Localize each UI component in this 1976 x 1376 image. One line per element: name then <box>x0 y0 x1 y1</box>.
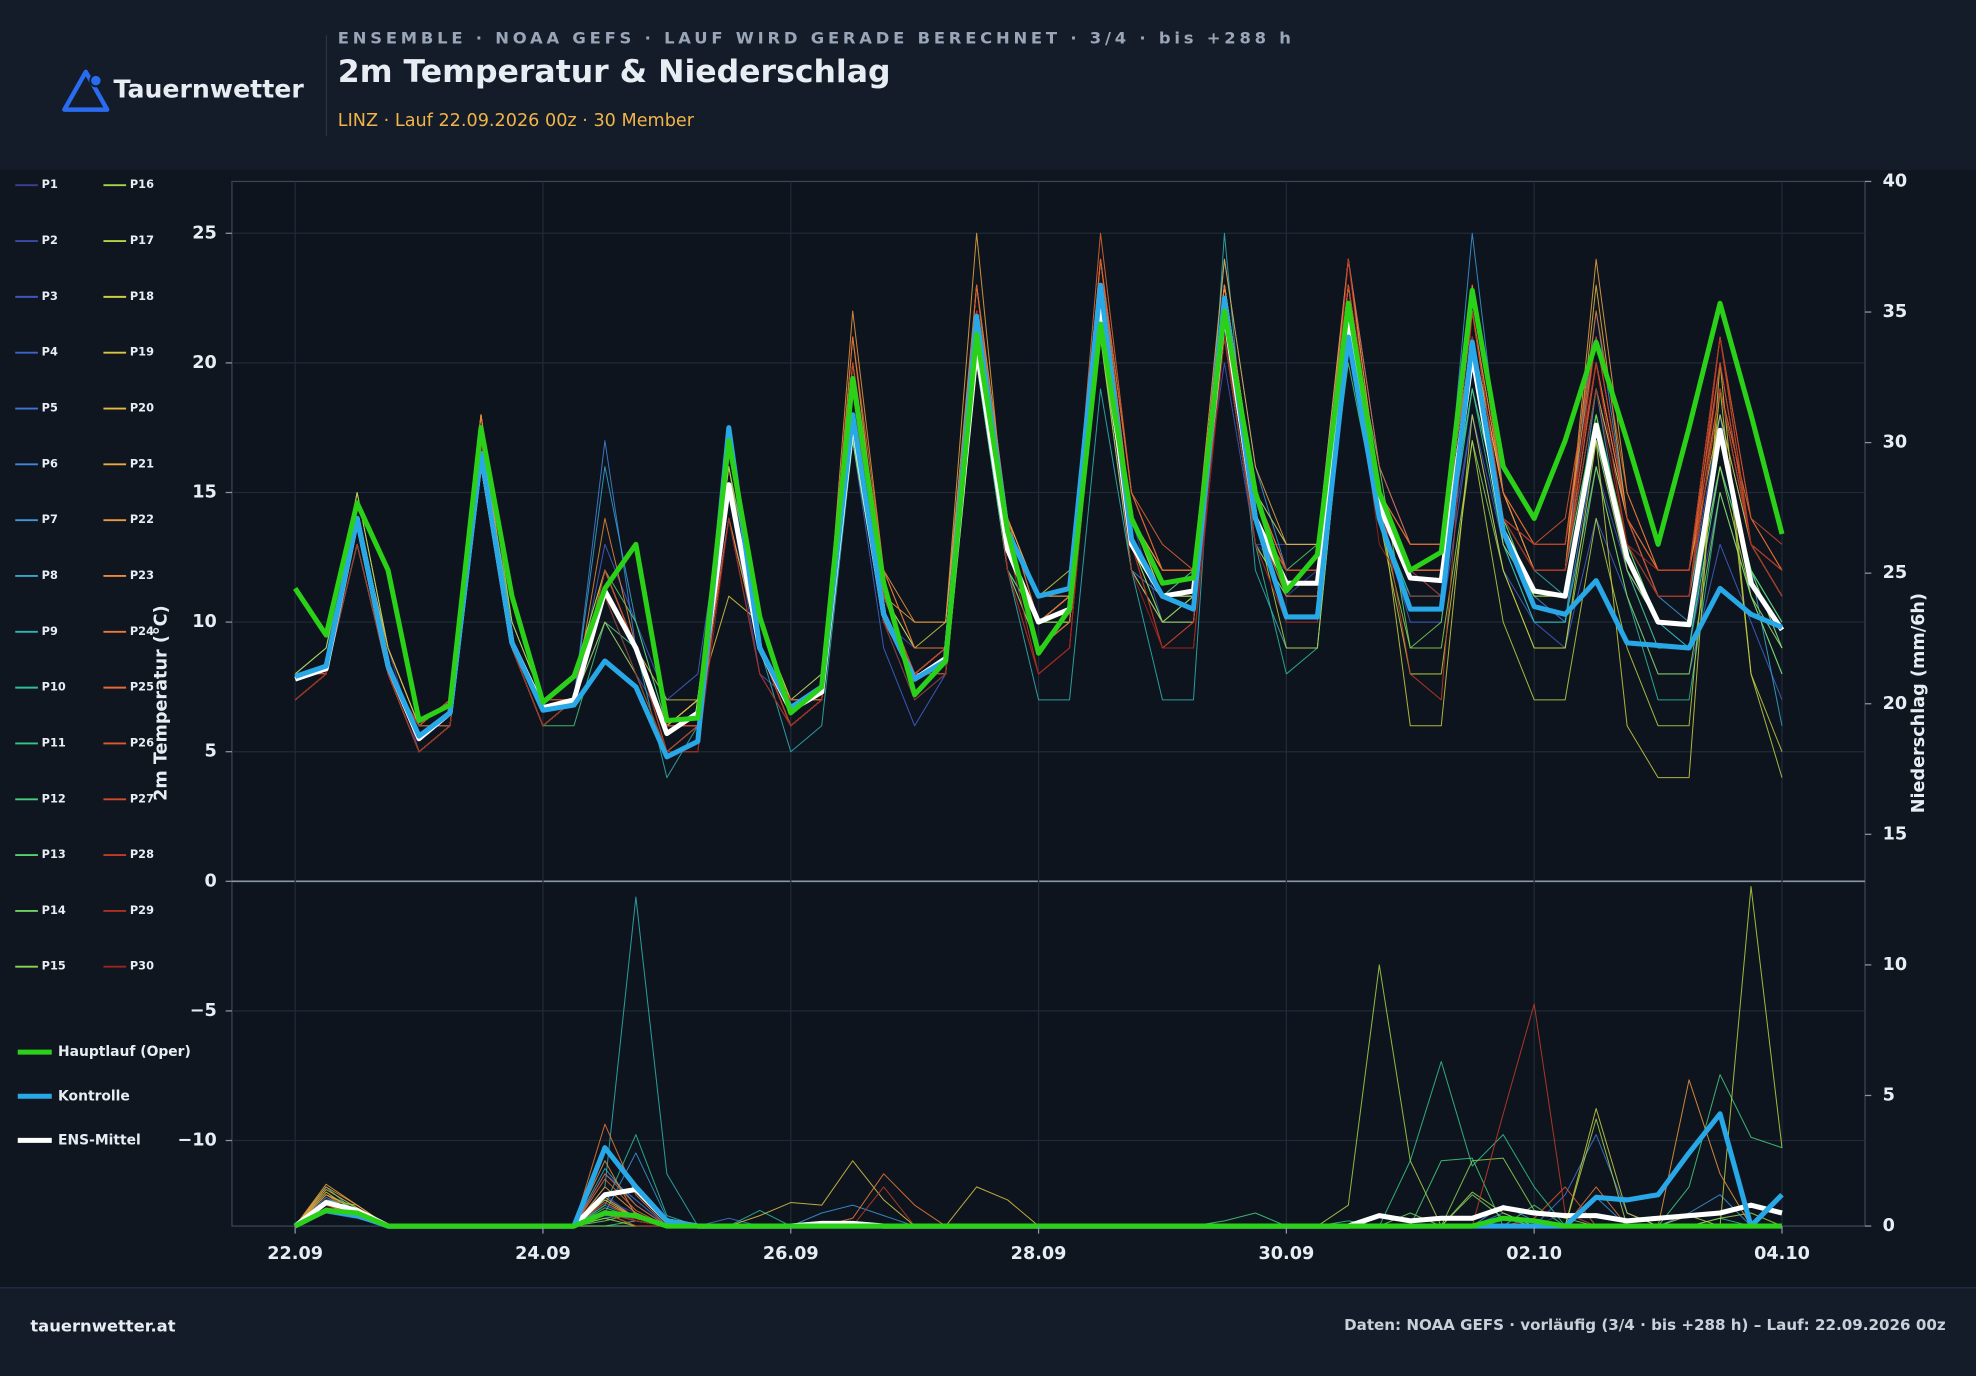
legend-label: P10 <box>42 680 66 694</box>
y-tick-label: 20 <box>192 353 217 373</box>
legend-label: P29 <box>130 903 154 917</box>
legend-label: P24 <box>130 624 154 638</box>
y2-tick-label: 25 <box>1883 563 1908 583</box>
y2-tick-label: 35 <box>1883 302 1908 322</box>
y2-tick-label: 15 <box>1883 824 1908 844</box>
chart-title: 2m Temperatur & Niederschlag <box>338 54 891 90</box>
x-tick-label: 04.10 <box>1754 1244 1810 1264</box>
legend-label: P20 <box>130 401 154 415</box>
y2-tick-label: 10 <box>1883 955 1908 975</box>
legend-label: Hauptlauf (Oper) <box>58 1044 191 1060</box>
legend-label: P17 <box>130 233 154 247</box>
x-tick-label: 30.09 <box>1259 1244 1315 1264</box>
legend: P1 P2 P3 P4 P5 P6 P7 P8 P9 P10 P11 P12 P13 P14 P15 P16 P… <box>15 177 191 1148</box>
y-tick-label: 0 <box>205 871 217 891</box>
legend-label: P7 <box>42 512 58 526</box>
y-tick-label: 15 <box>192 482 217 502</box>
legend-label: P25 <box>130 680 154 694</box>
y-tick-label: 25 <box>192 223 217 243</box>
legend-label: P22 <box>130 512 154 526</box>
legend-label: P16 <box>130 177 154 191</box>
legend-label: P3 <box>42 289 58 303</box>
footer-source: Daten: NOAA GEFS · vorläufig (3/4 · bis … <box>1344 1316 1946 1334</box>
legend-label: P8 <box>42 568 58 582</box>
legend-label: P28 <box>130 847 154 861</box>
footer-site: tauernwetter.at <box>30 1316 175 1335</box>
brand: Tauernwetter <box>114 75 305 104</box>
legend-label: P12 <box>42 791 66 805</box>
chart-subtitle: LINZ · Lauf 22.09.2026 00z · 30 Member <box>338 111 695 131</box>
y2-tick-label: 0 <box>1883 1216 1895 1236</box>
y-tick-label: −10 <box>178 1131 217 1151</box>
legend-label: P23 <box>130 568 154 582</box>
temperature-line <box>294 282 1783 760</box>
legend-label: P14 <box>42 903 66 917</box>
y2-tick-label: 40 <box>1883 171 1908 191</box>
legend-label: P6 <box>42 456 58 470</box>
logo-dot <box>89 74 103 88</box>
y2-axis-title: Niederschlag (mm/6h) <box>1909 593 1929 813</box>
plot-area <box>231 180 1866 1227</box>
x-tick-label: 22.09 <box>267 1244 323 1264</box>
temperature-line <box>293 287 1785 724</box>
legend-label: P5 <box>42 401 58 415</box>
x-tick-label: 02.10 <box>1506 1244 1562 1264</box>
legend-label: P26 <box>130 735 154 749</box>
logo <box>62 69 110 112</box>
footer-band <box>0 1287 1976 1376</box>
kicker: ENSEMBLE · NOAA GEFS · LAUF WIRD GERADE … <box>338 29 1295 48</box>
x-tick-label: 26.09 <box>763 1244 819 1264</box>
legend-label: P18 <box>130 289 154 303</box>
legend-label: P13 <box>42 847 66 861</box>
legend-label: P19 <box>130 345 154 359</box>
legend-label: P4 <box>42 345 58 359</box>
x-tick-label: 28.09 <box>1011 1244 1067 1264</box>
x-tick-label: 24.09 <box>515 1244 571 1264</box>
header-band <box>0 0 1976 171</box>
legend-label: P30 <box>130 959 154 973</box>
legend-label: P1 <box>42 177 58 191</box>
y2-tick-label: 30 <box>1883 433 1908 453</box>
axes: −10 −5 0 5 10 15 20 25 0 5 10 15 20 25 30 35 40 22.09 24.0… <box>178 171 1908 1263</box>
y2-tick-label: 20 <box>1883 694 1908 714</box>
legend-label: P15 <box>42 959 66 973</box>
legend-label: P11 <box>42 735 66 749</box>
y-tick-label: 10 <box>192 612 217 632</box>
legend-label: P21 <box>130 456 154 470</box>
legend-label: ENS-Mittel <box>58 1132 141 1148</box>
logo-triangle <box>62 69 110 112</box>
y-axis-title: 2m Temperatur (°C) <box>151 605 171 801</box>
legend-label: P2 <box>42 233 58 247</box>
legend-label: P27 <box>130 791 154 805</box>
legend-label: Kontrolle <box>58 1088 130 1104</box>
y-tick-label: 5 <box>205 742 217 762</box>
y2-tick-label: 5 <box>1883 1085 1895 1105</box>
legend-label: P9 <box>42 624 58 638</box>
y-tick-label: −5 <box>190 1001 217 1021</box>
temperature-line <box>294 310 1783 753</box>
